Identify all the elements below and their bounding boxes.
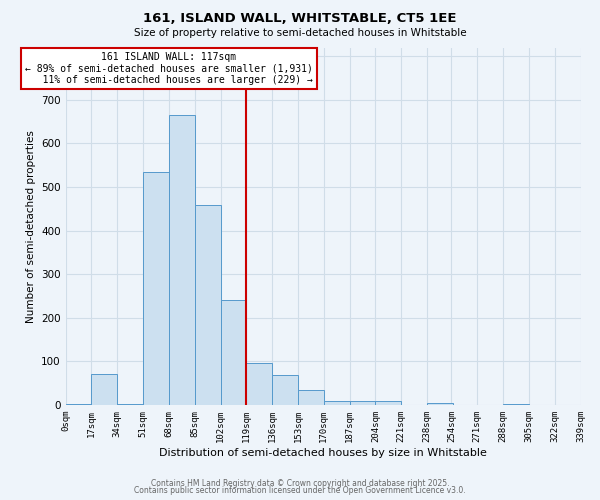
Bar	[427, 402, 453, 405]
Text: Contains HM Land Registry data © Crown copyright and database right 2025.: Contains HM Land Registry data © Crown c…	[151, 478, 449, 488]
Bar	[350, 402, 376, 405]
Text: Contains public sector information licensed under the Open Government Licence v3: Contains public sector information licen…	[134, 486, 466, 495]
X-axis label: Distribution of semi-detached houses by size in Whitstable: Distribution of semi-detached houses by …	[159, 448, 487, 458]
Bar	[195, 205, 221, 405]
Bar	[91, 374, 117, 405]
Bar	[298, 390, 324, 405]
Text: Size of property relative to semi-detached houses in Whitstable: Size of property relative to semi-detach…	[134, 28, 466, 38]
Bar	[65, 404, 91, 405]
Bar	[169, 115, 195, 405]
Bar	[503, 404, 529, 405]
Y-axis label: Number of semi-detached properties: Number of semi-detached properties	[26, 130, 35, 322]
Bar	[117, 404, 143, 405]
Bar	[376, 402, 401, 405]
Text: 161 ISLAND WALL: 117sqm
← 89% of semi-detached houses are smaller (1,931)
   11%: 161 ISLAND WALL: 117sqm ← 89% of semi-de…	[25, 52, 313, 85]
Bar	[143, 172, 169, 405]
Text: 161, ISLAND WALL, WHITSTABLE, CT5 1EE: 161, ISLAND WALL, WHITSTABLE, CT5 1EE	[143, 12, 457, 26]
Bar	[221, 300, 247, 405]
Bar	[247, 364, 272, 405]
Bar	[324, 402, 350, 405]
Bar	[272, 375, 298, 405]
